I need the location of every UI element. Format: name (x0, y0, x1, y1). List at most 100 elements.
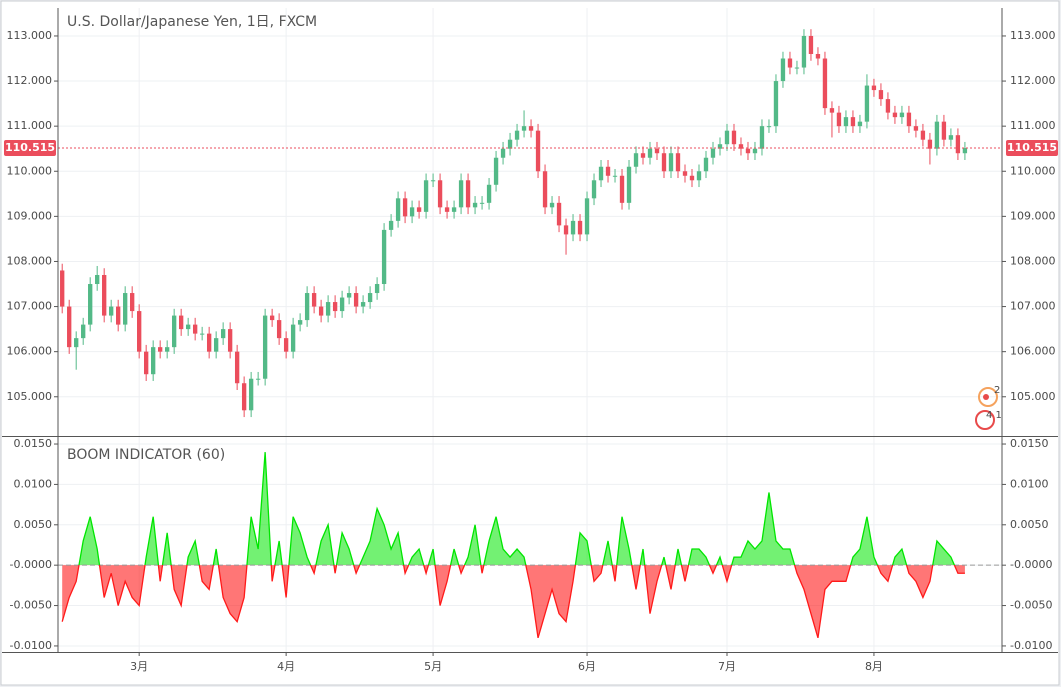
candle-body (556, 202, 562, 226)
y-tick-label: -0.0050 (10, 599, 52, 612)
candle-body (325, 302, 331, 316)
y-tick-label: 0.0050 (1010, 518, 1049, 531)
candle-body (318, 306, 324, 316)
area-positive (79, 452, 955, 565)
candle-body (332, 302, 338, 312)
candle-body (850, 117, 856, 127)
candle-body (752, 148, 758, 154)
candle-body (137, 311, 142, 352)
candle-body (906, 112, 912, 127)
candle-body (773, 81, 779, 127)
candle-body (311, 293, 317, 307)
candle-body (759, 126, 765, 149)
y-tick-label: 0.0150 (1010, 437, 1049, 450)
candle-body (731, 130, 737, 145)
candle-body (360, 302, 366, 307)
candle-body (661, 153, 667, 172)
candle-body (787, 58, 793, 68)
candle-body (920, 130, 926, 140)
candle-body (486, 184, 492, 203)
candle-body (703, 157, 709, 172)
candle-body (934, 121, 940, 149)
candle-body (81, 324, 86, 339)
candle-body (458, 180, 464, 208)
candle-body (444, 207, 450, 212)
candle-body (549, 202, 555, 208)
candle-body (416, 207, 422, 212)
candle-body (102, 274, 107, 316)
y-tick-label: 0.0100 (1010, 477, 1049, 490)
candle-body (612, 175, 618, 177)
y-tick-label: 112.000 (7, 74, 53, 87)
candle-body (339, 297, 345, 312)
candle-body (598, 166, 604, 181)
candle-body (206, 333, 212, 352)
candle-body (178, 315, 184, 330)
y-tick-label: 110.000 (1010, 164, 1056, 177)
y-tick-label: 106.000 (7, 345, 53, 358)
indicator-title: BOOM INDICATOR (60) (67, 447, 225, 463)
last-price-label: 110.515 (1007, 141, 1057, 154)
candle-body (381, 229, 387, 285)
candle-body (395, 198, 401, 221)
marks (58, 29, 1002, 639)
y-tick-label: 111.000 (1010, 119, 1056, 132)
candle-body (297, 320, 303, 325)
candle-body (836, 112, 842, 127)
candle-body (570, 220, 576, 235)
candle-body (801, 35, 807, 68)
candle-body (689, 175, 695, 181)
candle-body (766, 126, 772, 128)
y-tick-label: 109.000 (7, 209, 53, 222)
candle-body (248, 378, 254, 411)
candle-body (955, 135, 961, 154)
candle-body (633, 153, 639, 167)
y-tick-label: 112.000 (1010, 74, 1056, 87)
candle-body (74, 338, 79, 348)
y-tick-label: -0.0000 (1010, 558, 1052, 571)
candle-body (738, 144, 744, 149)
candle-body (864, 85, 870, 122)
y-tick-label: -0.0100 (1010, 639, 1052, 652)
candle-body (528, 126, 534, 131)
candle-body (794, 67, 800, 69)
candle-body (815, 54, 821, 59)
y-tick-label: 0.0150 (14, 437, 53, 450)
y-tick-label: 107.000 (7, 300, 53, 313)
y-tick-label: 110.000 (7, 164, 53, 177)
x-tick-label: 6月 (578, 660, 596, 673)
candle-body (871, 85, 877, 91)
candle-body (822, 58, 828, 109)
candle-body (605, 166, 611, 176)
candle-body (535, 130, 541, 172)
candle-body (675, 153, 681, 172)
candle-body (500, 148, 506, 158)
candle-body (507, 139, 513, 149)
candle-body (668, 153, 674, 172)
candle-body (192, 324, 198, 334)
candle-body (878, 90, 884, 100)
candle-body (717, 144, 723, 149)
y-tick-label: 107.000 (1010, 300, 1056, 313)
candle-body (116, 306, 121, 325)
candle-body (164, 347, 170, 352)
y-tick-label: -0.0100 (10, 639, 52, 652)
candle-body (130, 293, 135, 312)
candle-body (948, 135, 954, 140)
candle-body (647, 148, 653, 158)
candle-body (171, 315, 177, 348)
y-tick-label: 113.000 (1010, 29, 1056, 42)
candle-body (493, 157, 499, 185)
candle-body (262, 315, 268, 379)
last-price-label: 110.515 (5, 141, 55, 154)
candle-body (710, 148, 716, 158)
last-price-box (1006, 140, 1058, 157)
candle-body (67, 306, 72, 348)
x-tick-label: 8月 (865, 660, 883, 673)
candle-body (60, 270, 65, 307)
candle-body (654, 148, 660, 154)
y-tick-label: 108.000 (7, 254, 53, 267)
candle-body (430, 180, 436, 182)
candle-body (892, 112, 898, 118)
candle-body (899, 112, 905, 118)
